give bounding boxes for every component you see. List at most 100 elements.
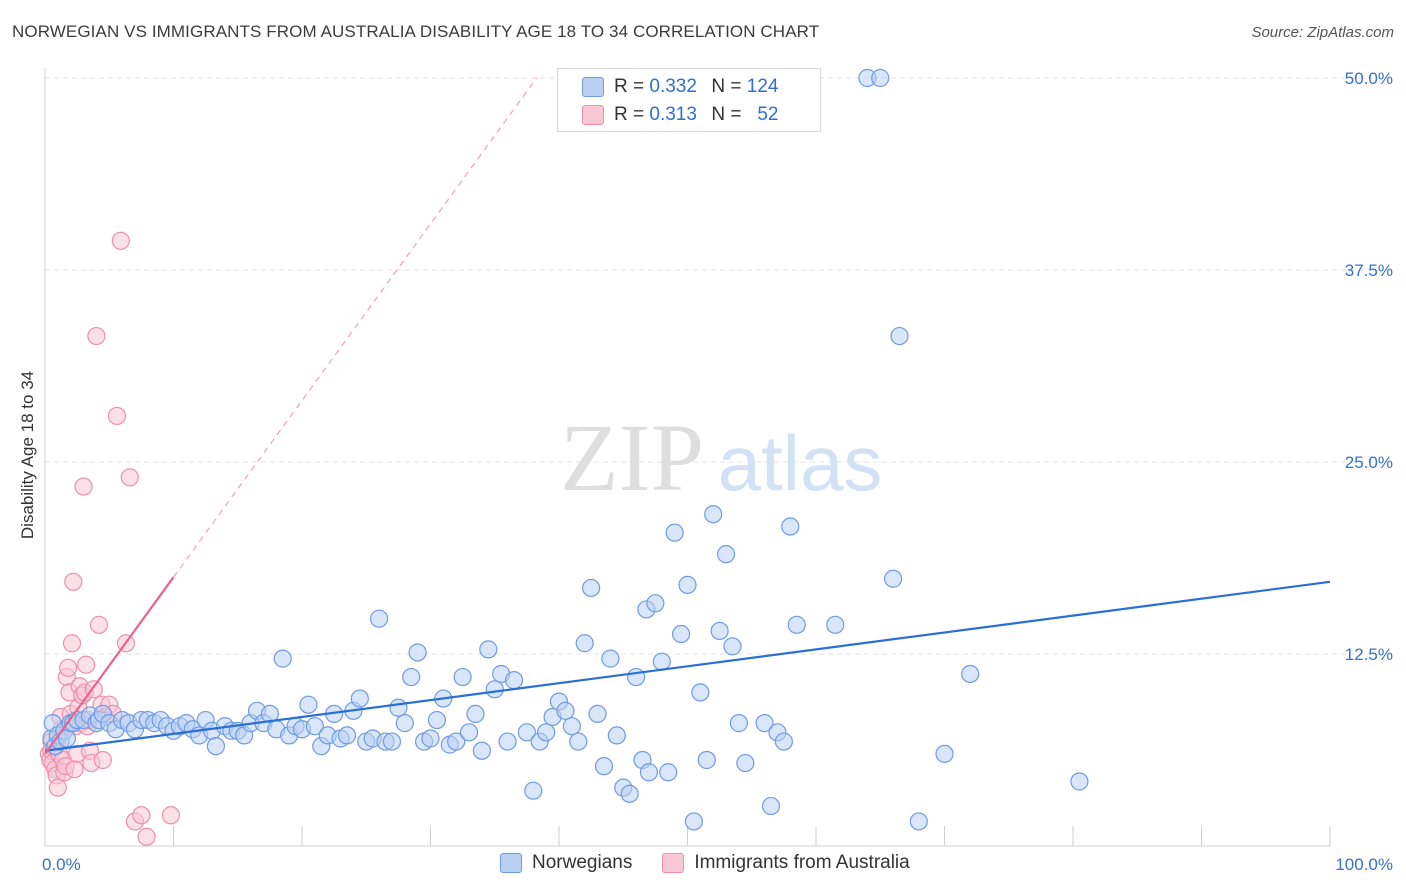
y-tick-label-0: 12.5% <box>1345 645 1393 664</box>
norwegians-point-87 <box>569 732 588 751</box>
watermark-zip: ZIP <box>560 404 704 511</box>
norwegians-point-127 <box>935 744 954 763</box>
legend-r-label: R = <box>614 76 645 97</box>
legend-n-label: N = <box>711 76 742 97</box>
norwegians-point-115 <box>755 714 774 733</box>
watermark: ZIP atlas <box>560 404 882 511</box>
legend-r-value: 0.313 <box>649 104 697 125</box>
norwegians-point-72 <box>466 704 485 724</box>
norwegians-point-60 <box>389 698 408 717</box>
norwegians-point-79 <box>517 723 536 742</box>
norwegians-point-96 <box>626 667 646 687</box>
legend-row-norwegians: R = 0.332 N = 124 <box>582 73 778 101</box>
immigrants-point-18 <box>62 634 82 653</box>
legend-r-label: R = <box>614 104 645 125</box>
norwegians-point-63 <box>408 643 427 662</box>
norwegians-point-73 <box>472 741 491 760</box>
norwegians-point-113 <box>729 714 749 733</box>
norwegians-point-59 <box>382 732 402 751</box>
norwegians-point-108 <box>697 750 716 770</box>
norwegians-point-92 <box>601 649 620 668</box>
norwegians-point-40 <box>260 704 279 724</box>
norwegians-point-116 <box>761 796 781 816</box>
immigrants-point-47 <box>132 806 151 825</box>
x-tick-label-0: 0.0% <box>42 855 81 874</box>
trend-lines <box>44 77 1331 755</box>
norwegians-point-62 <box>402 667 421 687</box>
immigrants-point-38 <box>93 750 112 770</box>
y-tick-label-3: 50.0% <box>1345 69 1393 88</box>
norwegians-point-32 <box>206 737 226 756</box>
norwegians-point-124 <box>883 569 903 588</box>
norwegians-point-121 <box>826 615 845 634</box>
immigrants-point-36 <box>89 615 109 634</box>
norwegians-point-80 <box>524 781 543 800</box>
norwegians-point-129 <box>1070 772 1089 791</box>
legend-n-value: 124 <box>746 76 779 97</box>
norwegians-point-120 <box>787 615 806 634</box>
norwegians-point-125 <box>890 326 909 346</box>
watermark-atlas: atlas <box>718 419 883 507</box>
immigrants-point-29 <box>77 655 96 674</box>
legend-swatch-blue <box>500 853 522 873</box>
norwegians-point-47 <box>305 717 324 736</box>
immigrants-point-45 <box>120 468 139 487</box>
norwegians-point-78 <box>504 671 524 690</box>
tick-labels: 12.5% 25.0% 37.5% 50.0% 0.0% 100.0% <box>42 69 1393 874</box>
legend-n-label: N = <box>711 104 742 125</box>
legend-item-norwegians[interactable]: Norwegians <box>500 852 632 874</box>
source-attribution: Source: ZipAtlas.com <box>1251 24 1394 41</box>
norwegians-point-102 <box>659 763 678 782</box>
norwegians-point-71 <box>459 723 479 742</box>
norwegians-point-101 <box>652 652 671 671</box>
norwegians-point-65 <box>421 729 440 748</box>
norwegians-trend-line <box>44 580 1331 752</box>
axes <box>44 68 1331 847</box>
norwegians-point-57 <box>370 609 389 628</box>
legend-swatch-blue <box>582 77 604 97</box>
norwegians-point-105 <box>678 575 697 594</box>
norwegians-point-74 <box>479 640 498 659</box>
gridlines <box>45 77 1395 655</box>
immigrants-point-15 <box>59 658 78 677</box>
legend-item-immigrants[interactable]: Immigrants from Australia <box>662 852 910 874</box>
norwegians-point-82 <box>537 723 556 742</box>
immigrants-trend-extension <box>173 77 538 578</box>
norwegians-point-107 <box>691 683 710 702</box>
correlation-legend: R = 0.332 N = 124 R = 0.313 N = 52 <box>557 68 821 132</box>
norwegians-point-126 <box>909 812 928 831</box>
norwegians-point-119 <box>781 517 800 536</box>
norwegians-point-114 <box>736 753 755 773</box>
norwegians-point-110 <box>710 621 729 641</box>
norwegians-point-106 <box>684 812 704 831</box>
legend-n-value: 52 <box>757 104 779 125</box>
norwegians-point-95 <box>620 784 639 803</box>
norwegians-point-54 <box>350 689 369 708</box>
immigrants-point-48 <box>137 827 156 846</box>
norwegians-point-103 <box>665 523 684 542</box>
series-immigrants-points <box>39 231 181 846</box>
norwegians-point-90 <box>588 704 607 724</box>
immigrants-trend-line <box>44 576 175 755</box>
immigrants-point-43 <box>111 231 130 250</box>
legend-label-immigrants: Immigrants from Australia <box>694 852 910 873</box>
norwegians-point-123 <box>871 68 890 88</box>
y-tick-label-2: 37.5% <box>1345 261 1393 280</box>
norwegians-point-66 <box>427 710 447 730</box>
norwegians-point-75 <box>485 680 504 699</box>
legend-swatch-pink <box>582 105 604 125</box>
norwegians-point-91 <box>594 757 614 776</box>
legend-swatch-pink <box>662 853 685 873</box>
norwegians-point-77 <box>498 732 517 751</box>
immigrants-point-20 <box>65 760 84 779</box>
norwegians-point-118 <box>774 732 793 751</box>
norwegians-point-61 <box>395 714 414 733</box>
immigrants-point-49 <box>161 806 181 825</box>
norwegians-point-70 <box>453 667 472 687</box>
norwegians-point-85 <box>556 701 575 720</box>
norwegians-point-100 <box>646 594 665 613</box>
legend-label-norwegians: Norwegians <box>532 852 633 873</box>
norwegians-point-128 <box>961 664 980 684</box>
norwegians-point-52 <box>337 726 357 745</box>
chart-title: NORWEGIAN VS IMMIGRANTS FROM AUSTRALIA D… <box>12 22 820 41</box>
